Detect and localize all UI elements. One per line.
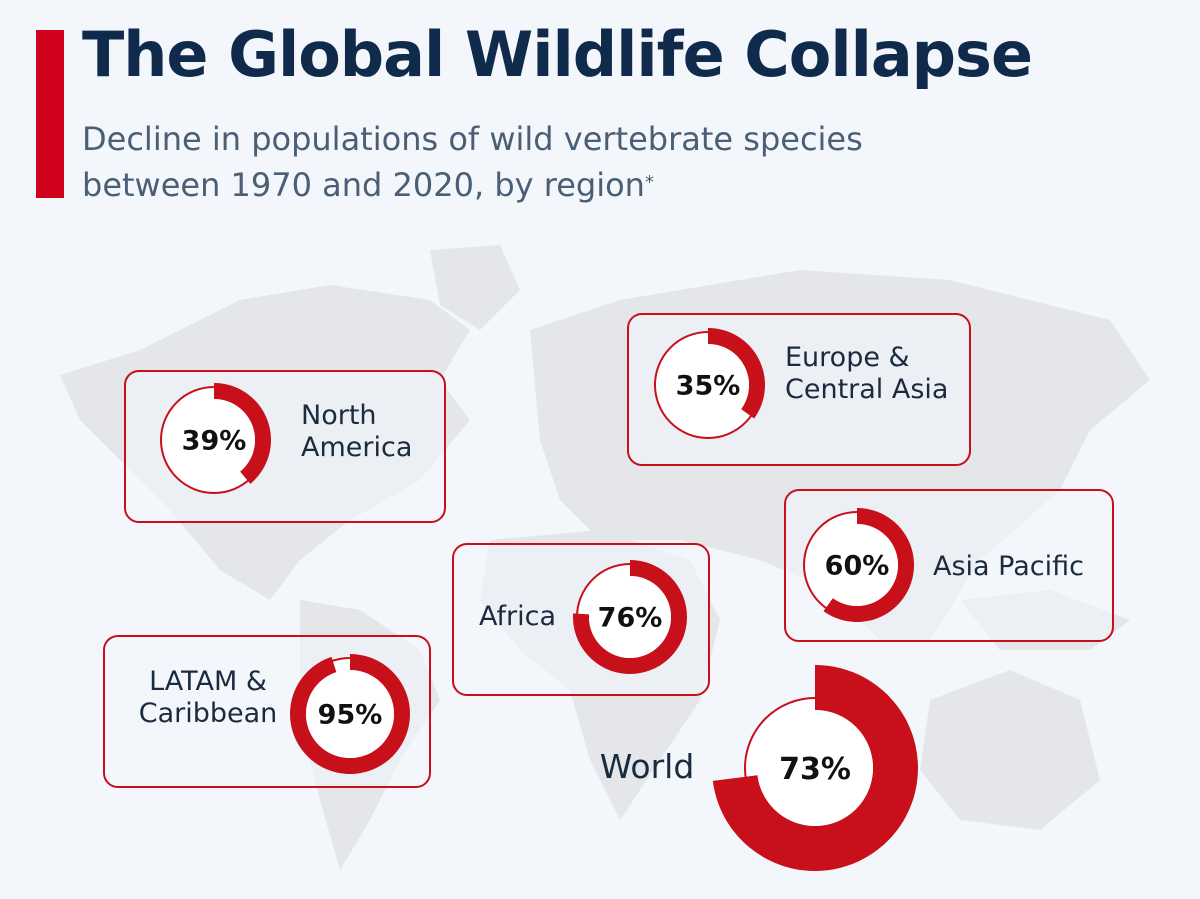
footnote-marker: * — [644, 172, 654, 193]
region-label-north-america-line-2: America — [301, 432, 412, 463]
title-accent-bar — [36, 30, 64, 198]
donut-center-asia-pacific — [816, 524, 898, 606]
region-label-europe-central-asia-line-1: Europe & — [785, 342, 910, 373]
region-label-world-line-1: World — [600, 747, 695, 786]
region-label-latam-caribbean-line-2: Caribbean — [139, 698, 278, 729]
subtitle-line-2: between 1970 and 2020, by region — [82, 166, 645, 204]
donut-center-africa — [589, 576, 671, 658]
page-title: The Global Wildlife Collapse — [82, 18, 1033, 91]
region-africa: 76% Africa — [452, 543, 710, 696]
donut-center-world — [757, 710, 873, 826]
region-label-europe-central-asia-line-2: Central Asia — [785, 374, 948, 405]
region-label-asia-pacific-line-1: Asia Pacific — [933, 551, 1084, 582]
donut-arc-north-america — [214, 383, 272, 484]
subtitle-line-1: Decline in populations of wild vertebrat… — [82, 120, 863, 158]
value-label-north-america: 39% — [182, 426, 247, 457]
region-label-latam-caribbean-line-1: LATAM & — [149, 666, 267, 697]
value-label-world: 73% — [779, 752, 851, 787]
donut-center-europe-central-asia — [667, 344, 749, 426]
region-latam-caribbean: 95% LATAM &Caribbean — [103, 635, 431, 788]
donut-center-latam-caribbean — [306, 670, 394, 758]
donut-arc-europe-central-asia — [708, 328, 765, 419]
value-label-europe-central-asia: 35% — [676, 371, 741, 402]
value-label-latam-caribbean: 95% — [318, 700, 383, 731]
value-label-africa: 76% — [598, 603, 663, 634]
page-subtitle: Decline in populations of wild vertebrat… — [82, 116, 1082, 208]
region-label-africa-line-1: Africa — [479, 601, 556, 632]
region-europe-central-asia: 35% Europe &Central Asia — [627, 313, 971, 466]
region-label-north-america-line-1: North — [301, 400, 377, 431]
donut-center-north-america — [173, 399, 255, 481]
donut-arc-asia-pacific — [823, 508, 914, 623]
value-label-asia-pacific: 60% — [825, 551, 890, 582]
region-asia-pacific: 60% Asia Pacific — [784, 489, 1114, 642]
donut-arc-world — [712, 665, 919, 871]
region-world: 73% World — [600, 665, 919, 871]
